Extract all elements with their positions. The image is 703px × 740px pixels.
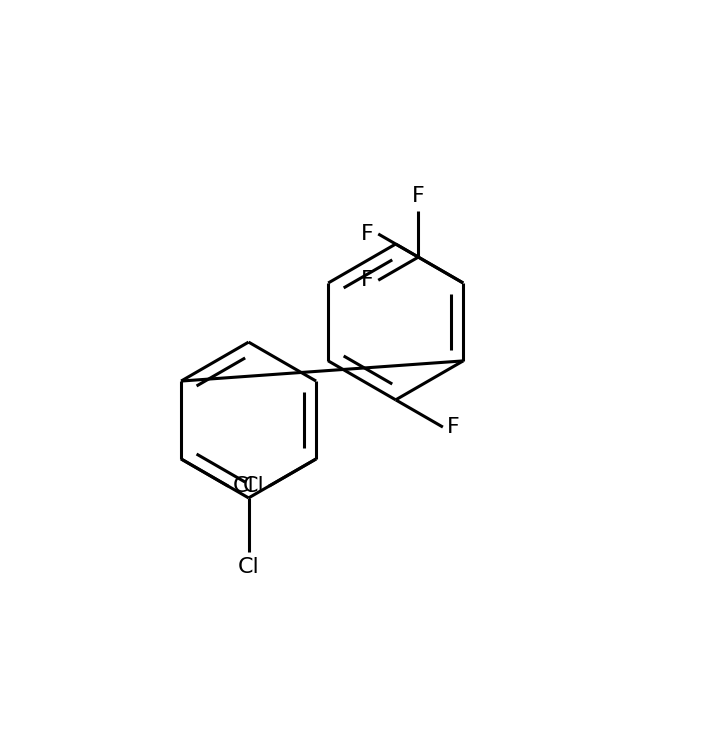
Text: Cl: Cl (238, 556, 259, 576)
Text: F: F (412, 186, 425, 206)
Text: F: F (447, 417, 460, 437)
Text: F: F (361, 224, 374, 244)
Text: Cl: Cl (243, 477, 264, 497)
Text: Cl: Cl (233, 477, 254, 497)
Text: F: F (361, 270, 374, 290)
